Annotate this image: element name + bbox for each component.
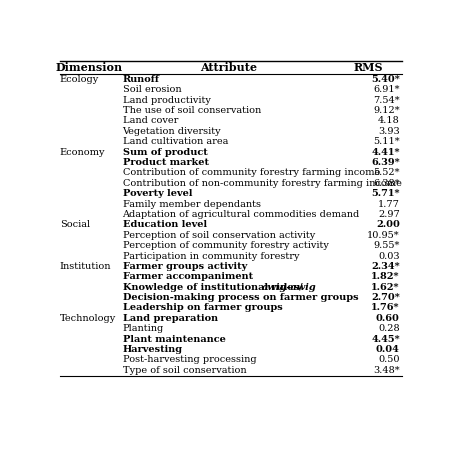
- Text: Land productivity: Land productivity: [122, 95, 211, 104]
- Text: Product market: Product market: [122, 158, 208, 167]
- Text: Family member dependants: Family member dependants: [122, 199, 261, 208]
- Text: 2.34*: 2.34*: [371, 262, 400, 271]
- Text: 1.82*: 1.82*: [371, 272, 400, 281]
- Text: 1.62*: 1.62*: [371, 283, 400, 292]
- Text: Type of soil conservation: Type of soil conservation: [122, 366, 246, 375]
- Text: Social: Social: [60, 220, 90, 230]
- Text: Soil erosion: Soil erosion: [122, 85, 181, 94]
- Text: 7.54*: 7.54*: [373, 95, 400, 104]
- Text: 10.95*: 10.95*: [367, 231, 400, 240]
- Text: Participation in community forestry: Participation in community forestry: [122, 252, 299, 261]
- Text: Economy: Economy: [60, 148, 105, 157]
- Text: 4.45*: 4.45*: [371, 335, 400, 344]
- Text: 5.11*: 5.11*: [373, 137, 400, 146]
- Text: 1.76*: 1.76*: [371, 303, 400, 312]
- Text: 4.18: 4.18: [378, 117, 400, 126]
- Text: Farmer groups activity: Farmer groups activity: [122, 262, 247, 271]
- Text: 2.00: 2.00: [376, 220, 400, 230]
- Text: 0.50: 0.50: [378, 356, 400, 364]
- Text: RMS: RMS: [354, 62, 383, 73]
- Text: 5.52*: 5.52*: [373, 168, 400, 177]
- Text: Perception of community forestry activity: Perception of community forestry activit…: [122, 241, 328, 250]
- Text: awig-awig: awig-awig: [262, 283, 316, 292]
- Text: Farmer accompaniment: Farmer accompaniment: [122, 272, 252, 281]
- Text: Planting: Planting: [122, 324, 164, 333]
- Text: Decision-making process on farmer groups: Decision-making process on farmer groups: [122, 293, 358, 302]
- Text: Vegetation diversity: Vegetation diversity: [122, 127, 221, 136]
- Text: 0.04: 0.04: [376, 345, 400, 354]
- Text: Runoff: Runoff: [122, 75, 159, 84]
- Text: Attribute: Attribute: [200, 62, 257, 73]
- Text: 0.28: 0.28: [378, 324, 400, 333]
- Text: 0.03: 0.03: [378, 252, 400, 261]
- Text: Ecology: Ecology: [60, 75, 99, 84]
- Text: 6.91*: 6.91*: [373, 85, 400, 94]
- Text: The use of soil conservation: The use of soil conservation: [122, 106, 261, 115]
- Text: Plant maintenance: Plant maintenance: [122, 335, 225, 344]
- Text: 3.93: 3.93: [378, 127, 400, 136]
- Text: Land cultivation area: Land cultivation area: [122, 137, 228, 146]
- Text: 5.71*: 5.71*: [371, 189, 400, 198]
- Text: 4.41*: 4.41*: [371, 148, 400, 157]
- Text: 1.77: 1.77: [378, 199, 400, 208]
- Text: Sum of product: Sum of product: [122, 148, 207, 157]
- Text: Education level: Education level: [122, 220, 207, 230]
- Text: Adaptation of agricultural commodities demand: Adaptation of agricultural commodities d…: [122, 210, 360, 219]
- Text: Contribution of community forestry farming income: Contribution of community forestry farmi…: [122, 168, 380, 177]
- Text: Land preparation: Land preparation: [122, 314, 218, 323]
- Text: Perception of soil conservation activity: Perception of soil conservation activity: [122, 231, 315, 240]
- Text: 9.55*: 9.55*: [374, 241, 400, 250]
- Text: Leadership on farmer groups: Leadership on farmer groups: [122, 303, 282, 312]
- Text: Land cover: Land cover: [122, 117, 178, 126]
- Text: 6.39*: 6.39*: [371, 158, 400, 167]
- Text: Institution: Institution: [60, 262, 111, 271]
- Text: 2.70*: 2.70*: [371, 293, 400, 302]
- Text: 9.12*: 9.12*: [373, 106, 400, 115]
- Text: Knowledge of institutional rules/: Knowledge of institutional rules/: [122, 283, 302, 292]
- Text: 6.38*: 6.38*: [373, 179, 400, 188]
- Text: 0.60: 0.60: [376, 314, 400, 323]
- Text: Dimension: Dimension: [56, 62, 123, 73]
- Text: 3.48*: 3.48*: [373, 366, 400, 375]
- Text: Post-harvesting processing: Post-harvesting processing: [122, 356, 256, 364]
- Text: Harvesting: Harvesting: [122, 345, 183, 354]
- Text: Technology: Technology: [60, 314, 116, 323]
- Text: 2.97: 2.97: [378, 210, 400, 219]
- Text: Contribution of non-community forestry farming income: Contribution of non-community forestry f…: [122, 179, 401, 188]
- Text: 5.40*: 5.40*: [371, 75, 400, 84]
- Text: Poverty level: Poverty level: [122, 189, 192, 198]
